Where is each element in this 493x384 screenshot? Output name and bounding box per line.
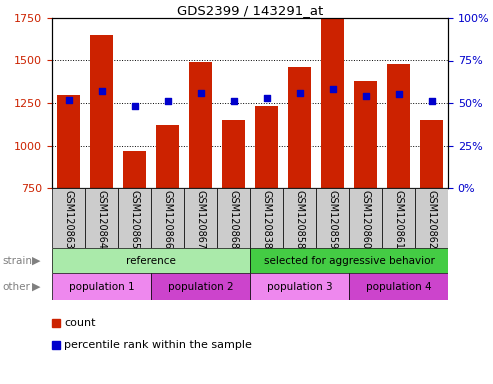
Text: population 1: population 1 [69,281,134,291]
Text: selected for aggressive behavior: selected for aggressive behavior [264,255,434,265]
Bar [255,106,278,188]
Text: count: count [64,318,96,328]
Bar [184,188,217,248]
Bar [52,188,85,248]
Point [296,90,304,96]
Bar [151,188,184,248]
Point [361,93,369,99]
Bar [156,125,179,188]
Text: ▶: ▶ [32,281,40,291]
Point [98,88,106,94]
Point [328,86,336,93]
Text: population 2: population 2 [168,281,233,291]
Bar [217,188,250,248]
Text: strain: strain [2,255,33,265]
Bar [288,67,311,188]
Bar [321,18,344,188]
Text: population 3: population 3 [267,281,332,291]
Bar [189,62,212,188]
Bar [354,81,377,188]
Point [197,90,205,96]
Bar [316,188,349,248]
Bar [85,188,118,248]
Bar [250,248,448,273]
Text: GSM120864: GSM120864 [97,190,106,249]
Bar [349,188,382,248]
Bar [57,94,80,188]
Text: GSM120866: GSM120866 [163,190,173,249]
Point [394,91,402,98]
Bar [250,273,349,300]
Text: other: other [2,281,31,291]
Point [263,95,271,101]
Point [230,98,238,104]
Text: GSM120861: GSM120861 [393,190,403,249]
Text: reference: reference [126,255,176,265]
Text: ▶: ▶ [32,255,40,265]
Text: percentile rank within the sample: percentile rank within the sample [64,340,252,350]
Point [164,98,172,104]
Bar [415,188,448,248]
Bar [151,273,250,300]
Text: GDS2399 / 143291_at: GDS2399 / 143291_at [177,4,323,17]
Bar [222,120,245,188]
Bar [387,64,410,188]
Bar [123,151,146,188]
Bar [420,120,443,188]
Text: GSM120862: GSM120862 [426,190,436,249]
Text: GSM120838: GSM120838 [261,190,272,249]
Bar [52,273,151,300]
Point [427,98,435,104]
Text: population 4: population 4 [366,281,431,291]
Bar [382,188,415,248]
Bar [52,248,250,273]
Bar [250,188,283,248]
Point [65,96,72,103]
Bar [90,35,113,188]
Bar [118,188,151,248]
Text: GSM120868: GSM120868 [228,190,239,249]
Text: GSM120858: GSM120858 [294,190,305,249]
Bar [283,188,316,248]
Text: GSM120867: GSM120867 [196,190,206,249]
Text: GSM120859: GSM120859 [327,190,338,249]
Text: GSM120860: GSM120860 [360,190,371,249]
Text: GSM120863: GSM120863 [64,190,73,249]
Point [131,103,139,109]
Text: GSM120865: GSM120865 [130,190,140,249]
Bar [349,273,448,300]
